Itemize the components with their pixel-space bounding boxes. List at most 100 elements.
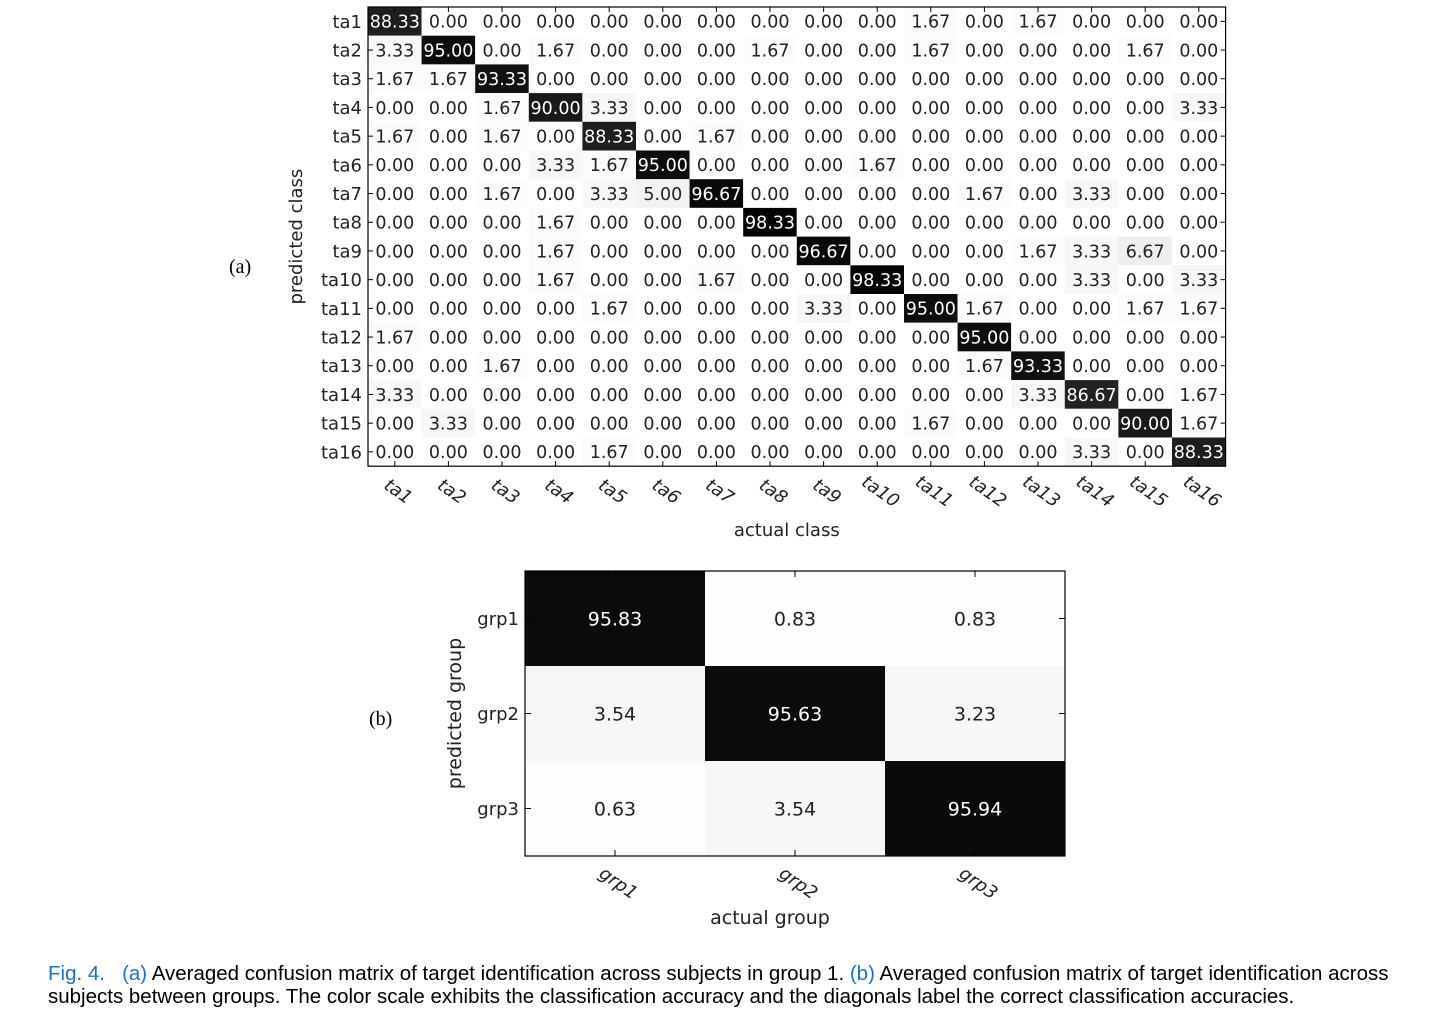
matrix-cell [421,322,476,352]
caption-b-text: Averaged confusion matrix of target iden… [48,962,1389,1008]
cell-value-label: 0.00 [536,185,575,205]
cell-value-label: 3.33 [1072,271,1111,291]
matrix-cell [421,294,476,323]
matrix-cell [1011,179,1065,208]
matrix-cell [1011,121,1065,151]
matrix-cell [1172,294,1226,323]
matrix-cell [1064,64,1119,94]
matrix-cell [528,322,583,352]
cell-value-label: 0.00 [858,185,897,205]
cell-value-label: 0.00 [858,127,897,147]
cell-value-label: 0.00 [1072,357,1111,377]
matrix-cell [743,121,797,151]
cell-value-label: 0.00 [697,70,736,90]
matrix-cell [904,294,958,323]
cell-value-label: 0.00 [590,13,629,33]
cell-value-label: 96.67 [799,242,849,262]
matrix-cell [689,150,744,180]
matrix-cell [885,666,1065,761]
matrix-cell [528,150,583,180]
x-tick-label: ta11 [911,471,957,512]
cell-value-label: 0.00 [1126,156,1165,176]
cell-value-label: 0.00 [590,242,629,262]
matrix-cell [689,207,744,237]
cell-value-label: 1.67 [375,127,414,147]
matrix-cell [705,761,885,856]
cell-value-label: 0.00 [1072,127,1111,147]
figure-caption: Fig. 4. (a) Averaged confusion matrix of… [48,962,1433,1008]
y-tick-label: ta15 [321,414,362,435]
cell-value-label: 0.00 [1019,156,1058,176]
cell-value-label: 0.00 [483,156,522,176]
matrix-cell [475,179,529,208]
cell-value-label: 0.00 [1019,185,1058,205]
cell-value-label: 0.00 [1179,328,1218,348]
matrix-cell [1064,322,1119,352]
panel-a-label: (a) [229,256,252,278]
matrix-cell [796,150,851,180]
matrix-cell [368,322,422,352]
cell-value-label: 3.33 [1072,242,1111,262]
cell-value-label: 0.00 [1126,127,1165,147]
matrix-cell [475,294,529,323]
cell-value-label: 0.00 [483,41,522,61]
cell-value-label: 0.00 [429,156,468,176]
cell-value-label: 98.33 [852,271,902,291]
matrix-cell [1011,93,1065,122]
matrix-cell [796,121,851,151]
cell-value-label: 1.67 [590,300,629,320]
matrix-cell [421,236,476,266]
cell-value-label: 0.00 [858,386,897,406]
cell-value-label: 0.00 [911,156,950,176]
caption-a-label[interactable]: (a) [122,962,148,985]
cell-value-label: 1.67 [375,70,414,90]
cell-value-label: 0.00 [911,99,950,119]
matrix-cell [1172,179,1226,208]
caption-b-label[interactable]: (b) [849,962,875,985]
matrix-cell [904,265,958,294]
matrix-cell [904,64,958,94]
matrix-frame [367,6,1227,467]
matrix-cell [850,150,904,180]
matrix-cell [705,571,885,666]
matrix-cell [1011,380,1065,409]
cell-value-label: 96.67 [691,185,741,205]
cell-value-label: 0.00 [804,414,843,434]
cell-value-label: 0.00 [751,328,790,348]
matrix-cell [421,207,476,237]
cell-value-label: 0.00 [697,242,736,262]
matrix-cell [850,265,904,294]
matrix-cell [904,121,958,151]
y-tick-label: ta3 [332,69,362,90]
cell-value-label: 0.00 [1019,127,1058,147]
matrix-cell [904,150,958,180]
cell-value-label: 3.33 [1019,386,1058,406]
cell-value-label: 0.00 [590,357,629,377]
cell-value-label: 1.67 [590,156,629,176]
matrix-cell [743,207,797,237]
cell-value-label: 0.00 [804,443,843,463]
matrix-cell [743,351,797,381]
y-tick-label: grp1 [477,609,519,630]
cell-value-label: 0.00 [536,443,575,463]
cell-value-label: 0.00 [536,127,575,147]
matrix-cell [475,121,529,151]
cell-value-label: 0.00 [697,99,736,119]
matrix-cell [1172,408,1226,438]
matrix-cell [850,179,904,208]
cell-value-label: 0.00 [375,242,414,262]
cell-value-label: 0.00 [1019,214,1058,234]
cell-value-label: 0.00 [1072,70,1111,90]
caption-fig-label[interactable]: Fig. 4. [48,962,105,985]
cell-value-label: 0.00 [1072,414,1111,434]
matrix-cell [582,121,636,151]
cell-value-label: 0.00 [1019,70,1058,90]
matrix-cell [528,179,583,208]
matrix-cell [689,64,744,94]
x-tick-label: ta1 [380,475,416,509]
matrix-cell [796,93,851,122]
cell-value-label: 1.67 [1019,242,1058,262]
cell-value-label: 0.00 [483,328,522,348]
cell-value-label: 0.00 [590,386,629,406]
matrix-cell [796,265,851,294]
